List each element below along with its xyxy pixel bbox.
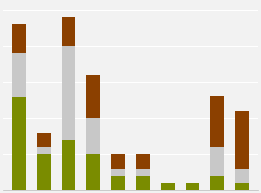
Bar (235, 111, 249, 169)
Bar (12, 53, 26, 96)
Bar (37, 147, 51, 154)
Bar (235, 183, 249, 190)
Bar (62, 46, 75, 140)
Bar (136, 176, 150, 190)
Bar (186, 183, 199, 190)
Bar (37, 133, 51, 147)
Bar (161, 183, 175, 190)
Bar (86, 154, 100, 190)
Bar (210, 96, 224, 147)
Bar (136, 169, 150, 176)
Bar (86, 75, 100, 118)
Bar (86, 118, 100, 154)
Bar (37, 154, 51, 190)
Bar (111, 154, 125, 169)
Bar (62, 140, 75, 190)
Bar (111, 169, 125, 176)
Bar (111, 176, 125, 190)
Bar (235, 169, 249, 183)
Bar (12, 96, 26, 190)
Bar (210, 147, 224, 176)
Bar (210, 176, 224, 190)
Bar (12, 24, 26, 53)
Bar (62, 17, 75, 46)
Bar (136, 154, 150, 169)
